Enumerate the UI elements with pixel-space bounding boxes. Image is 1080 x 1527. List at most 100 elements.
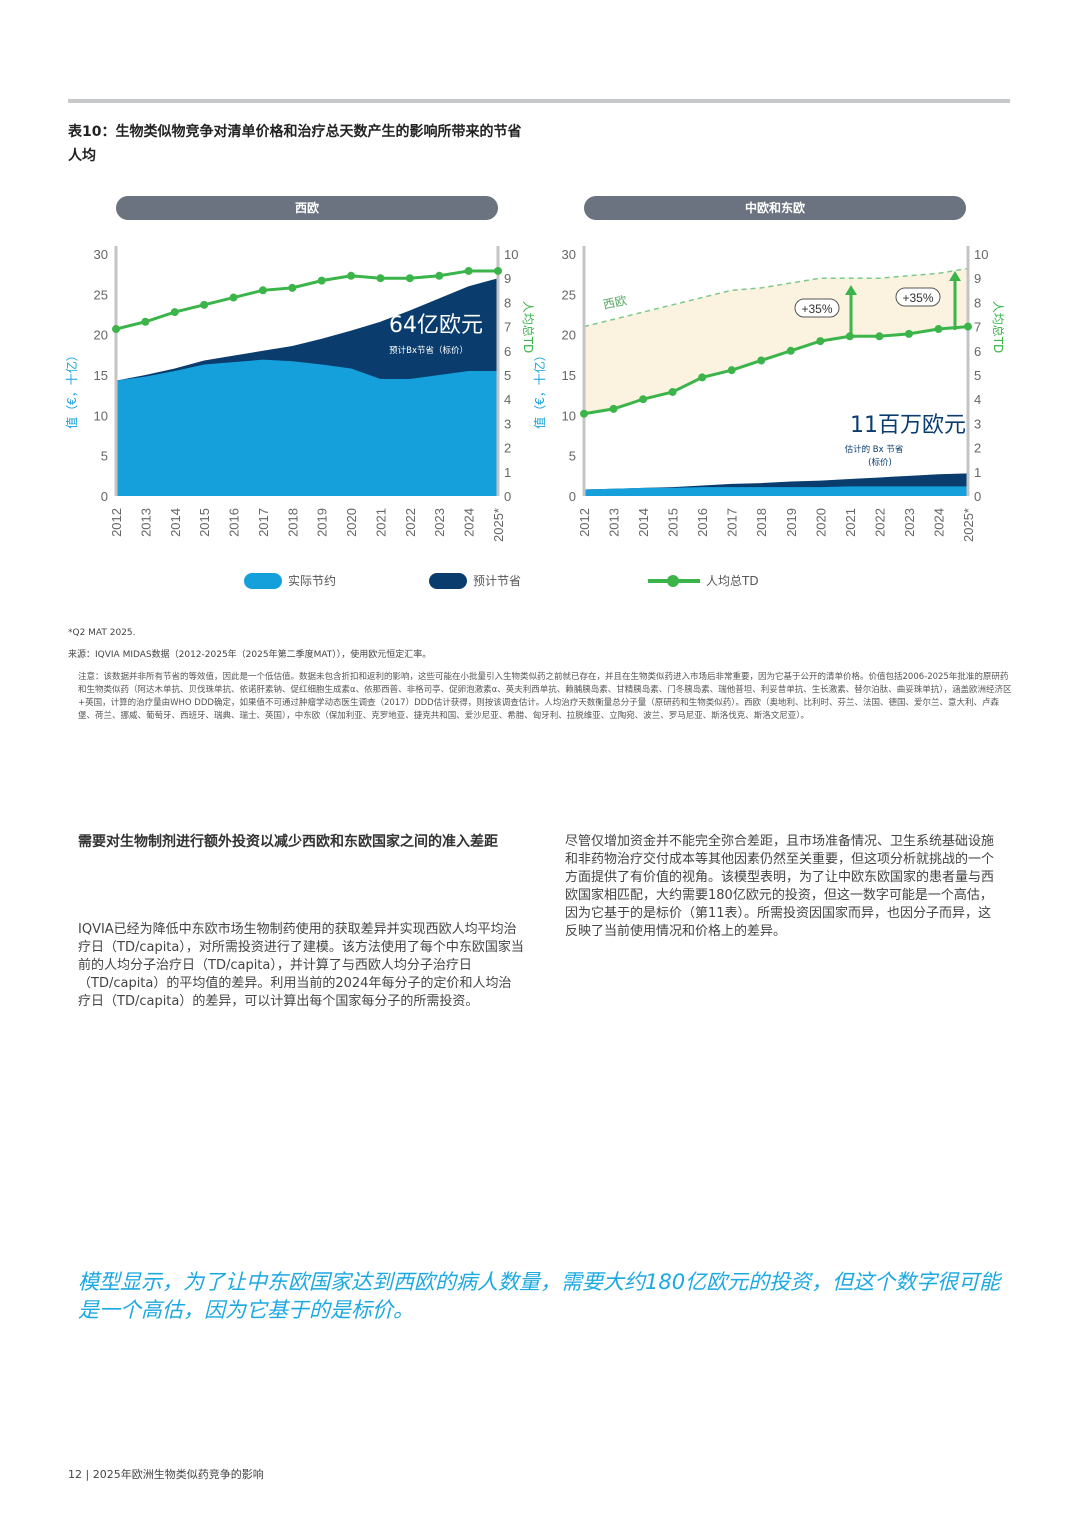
method-note: 注意：该数据并非所有节省的等效值，因此是一个低估值。数据未包含折扣和返利的影响，… <box>78 672 1012 721</box>
west-ytick-25: 25 <box>94 287 108 302</box>
cee-y2tick-9: 9 <box>974 271 981 286</box>
left-paragraph: IQVIA已经为降低中东欧市场生物制药使用的获取差异并实现西欧人均平均治疗日（T… <box>78 922 524 1009</box>
west-y2tick-4: 4 <box>504 392 511 407</box>
cee-xtick-2024: 2024 <box>931 508 946 537</box>
cee-td-point-2023 <box>904 329 913 338</box>
chart-legend: 实际节约 预计节省 人均总TD <box>0 572 1080 596</box>
cee-ytick-20: 20 <box>562 328 576 343</box>
source-note: 来源：IQVIA MIDAS数据（2012-2025年（2025年第二季度MAT… <box>68 650 432 660</box>
cee-td-point-2025* <box>964 322 972 331</box>
cee-savings-note-1: 估计的 Bx 节省 <box>845 444 904 455</box>
west-xtick-2017: 2017 <box>256 508 271 537</box>
cee-gap-label-2: +35% <box>902 291 933 305</box>
west-ylabel: 值（€，十亿） <box>64 349 79 429</box>
west-td-point-2018 <box>288 283 297 292</box>
west-xtick-2022: 2022 <box>403 508 418 537</box>
cee-xtick-2015: 2015 <box>666 508 681 537</box>
west-xtick-2019: 2019 <box>315 508 330 537</box>
west-xtick-2015: 2015 <box>197 508 212 537</box>
cee-y2label: 人均总TD <box>991 301 1005 354</box>
west-ytick-30: 30 <box>94 247 108 262</box>
cee-ytick-25: 25 <box>562 287 576 302</box>
west-xtick-2023: 2023 <box>432 508 447 537</box>
cee-y2tick-2: 2 <box>974 441 981 456</box>
cee-y2tick-8: 8 <box>974 295 981 310</box>
west-y2tick-8: 8 <box>504 295 511 310</box>
west-ytick-10: 10 <box>94 408 108 423</box>
cee-y2tick-7: 7 <box>974 320 981 335</box>
west-xtick-2018: 2018 <box>285 508 300 537</box>
cee-td-point-2015 <box>668 387 677 396</box>
west-td-point-2017 <box>258 286 267 295</box>
cee-td-point-2019 <box>786 346 795 355</box>
cee-gap-arrowhead-1 <box>845 285 857 295</box>
cee-y2tick-5: 5 <box>974 368 981 383</box>
table-title: 表10：生物类似物竞争对清单价格和治疗总天数产生的影响所带来的节省 人均 <box>68 120 521 168</box>
cee-xtick-2013: 2013 <box>607 508 622 537</box>
west-y2tick-10: 10 <box>504 247 518 262</box>
right-panel-header: 中欧和东欧 <box>584 196 966 220</box>
west-xtick-2016: 2016 <box>227 508 242 537</box>
legend-actual-label: 实际节约 <box>288 574 337 588</box>
west-savings-value: 64亿欧元 <box>389 313 483 338</box>
west-ytick-0: 0 <box>101 489 108 504</box>
cee-ytick-5: 5 <box>569 449 576 464</box>
west-xtick-2020: 2020 <box>344 508 359 537</box>
right-paragraph: 尽管仅增加资金并不能完全弥合差距，且市场准备情况、卫生系统基础设施和非药物治疗交… <box>565 834 995 939</box>
west-td-point-2025* <box>494 266 502 275</box>
legend-td-label: 人均总TD <box>706 574 759 588</box>
cee-gap-arrowhead-2 <box>949 271 961 281</box>
cee-xtick-2020: 2020 <box>813 508 828 537</box>
cee-y2tick-4: 4 <box>974 392 981 407</box>
cee-ylabel: 值（€，十亿） <box>532 349 547 429</box>
west-td-point-2012 <box>112 325 120 334</box>
cee-y2tick-10: 10 <box>974 247 988 262</box>
legend-forecast-label: 预计节省 <box>473 574 522 588</box>
west-xtick-2014: 2014 <box>168 508 183 537</box>
west-td-point-2014 <box>170 308 179 317</box>
west-xtick-2025*: 2025* <box>491 508 506 542</box>
cee-xtick-2012: 2012 <box>577 508 592 537</box>
cee-xtick-2023: 2023 <box>902 508 917 537</box>
west-td-point-2024 <box>464 266 473 275</box>
cee-td-point-2024 <box>934 325 943 334</box>
west-y2label: 人均总TD <box>521 301 535 354</box>
west-y2tick-5: 5 <box>504 368 511 383</box>
cee-td-point-2016 <box>698 373 707 382</box>
legend-actual: 实际节约 <box>244 572 336 589</box>
cee-td-point-2014 <box>639 395 648 404</box>
cee-west-gap-band <box>584 268 968 414</box>
top-rule <box>68 99 1010 103</box>
west-xtick-2021: 2021 <box>373 508 388 537</box>
west-td-point-2015 <box>200 300 209 309</box>
cee-td-point-2020 <box>816 337 825 346</box>
cee-actual-area <box>584 486 968 496</box>
cee-savings-note-2: (标价) <box>868 457 892 468</box>
left-panel-header: 西欧 <box>116 196 498 220</box>
cee-xtick-2019: 2019 <box>784 508 799 537</box>
west-td-point-2021 <box>376 274 385 283</box>
cee-xtick-2017: 2017 <box>725 508 740 537</box>
table-title-text: 表10：生物类似物竞争对清单价格和治疗总天数产生的影响所带来的节省 <box>68 124 522 140</box>
west-td-point-2019 <box>317 276 326 285</box>
west-ytick-15: 15 <box>94 368 108 383</box>
cee-td-point-2018 <box>757 356 766 365</box>
west-td-point-2023 <box>435 271 444 280</box>
pull-quote: 模型显示，为了让中东欧国家达到西欧的病人数量，需要大约180亿欧元的投资，但这个… <box>78 1270 1001 1322</box>
cee-td-point-2012 <box>580 409 588 418</box>
cee-y2tick-1: 1 <box>974 465 981 480</box>
west-y2tick-0: 0 <box>504 489 511 504</box>
cee-xtick-2014: 2014 <box>636 508 651 537</box>
west-y2tick-6: 6 <box>504 344 511 359</box>
cee-y2tick-3: 3 <box>974 416 981 431</box>
west-xtick-2024: 2024 <box>462 508 477 537</box>
west-td-point-2020 <box>347 271 356 280</box>
cee-xtick-2018: 2018 <box>754 508 769 537</box>
cee-gap-badge-1 <box>794 298 840 318</box>
west-y2tick-1: 1 <box>504 465 511 480</box>
cee-td-point-2017 <box>727 366 736 375</box>
legend-td-swatch <box>648 574 700 587</box>
cee-gap-badge-2 <box>895 287 941 307</box>
cee-ytick-0: 0 <box>569 489 576 504</box>
